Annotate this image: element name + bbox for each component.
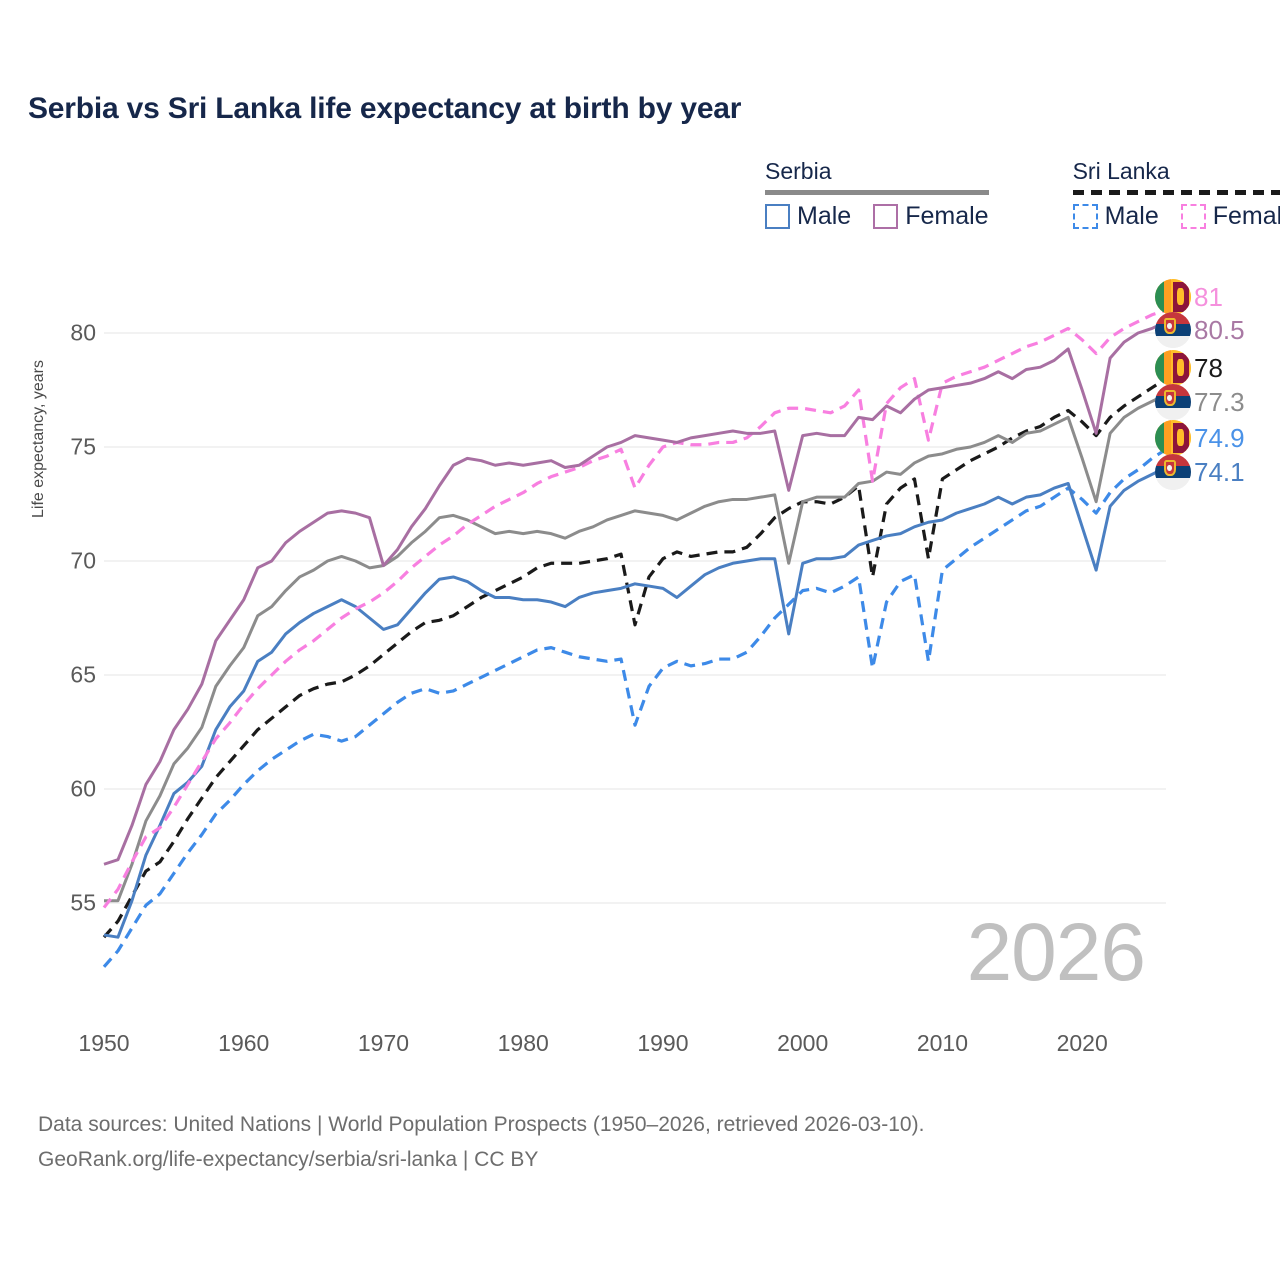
- footer: Data sources: United Nations | World Pop…: [38, 1108, 924, 1177]
- y-tick: 65: [0, 662, 96, 702]
- series-line-serbia-male: [103, 466, 1167, 939]
- end-label-serbia-77.3: 77.3: [1155, 384, 1245, 420]
- legend-items: Male Female: [1072, 202, 1280, 231]
- chart-legend: Serbia Male Female Sri Lanka Male Female: [760, 158, 1280, 231]
- end-label-value: 80.5: [1194, 314, 1245, 345]
- legend-items: Male Female: [765, 202, 989, 231]
- x-tick-label: 1990: [637, 1030, 689, 1056]
- x-tick-label: 1950: [78, 1030, 130, 1056]
- end-label-value: 78: [1194, 352, 1223, 383]
- legend-item-serbia-male[interactable]: Male: [765, 202, 851, 231]
- end-label-value: 81: [1194, 281, 1223, 312]
- end-label-serbia-80.5: 80.5: [1155, 312, 1245, 348]
- series-line-sri-lanka-both-sexes: [102, 377, 1167, 939]
- year-watermark: 2026: [966, 907, 1146, 998]
- legend-line-style-solid: [765, 190, 989, 195]
- x-tick-label: 1970: [357, 1030, 410, 1056]
- x-tick-label: 2000: [777, 1030, 829, 1056]
- legend-country-name: Serbia: [765, 158, 832, 184]
- footer-line-2: GeoRank.org/life-expectancy/serbia/sri-l…: [38, 1147, 539, 1171]
- y-tick-label: 60: [70, 775, 96, 802]
- y-tick: 60: [0, 776, 96, 816]
- x-tick-label: 1960: [218, 1030, 270, 1056]
- series-line-sri-lanka-male: [102, 447, 1167, 968]
- y-tick-label: 70: [70, 547, 96, 574]
- legend-item-label: Female: [905, 202, 989, 230]
- legend-line-style-dashed: [1072, 190, 1280, 195]
- legend-item-label: Male: [797, 202, 852, 230]
- end-label-sri-lanka-81: 81: [1155, 279, 1223, 315]
- series-line-sri-lanka-female: [102, 308, 1167, 909]
- serbia-flag-icon: [1155, 454, 1191, 490]
- x-tick-label: 2020: [1056, 1030, 1108, 1056]
- serbia-flag-icon: [1155, 384, 1191, 420]
- y-tick-label: 65: [70, 661, 96, 688]
- end-label-sri-lanka-74.9: 74.9: [1155, 420, 1245, 456]
- end-label-value: 77.3: [1194, 386, 1245, 417]
- end-label-sri-lanka-78: 78: [1155, 350, 1223, 386]
- legend-item-sri-lanka-male[interactable]: Male: [1072, 202, 1159, 231]
- y-tick: 70: [0, 548, 96, 588]
- legend-swatch-icon: [765, 204, 790, 229]
- y-tick-label: 80: [70, 319, 96, 346]
- page-title: Serbia vs Sri Lanka life expectancy at b…: [28, 92, 742, 125]
- legend-country-name: Sri Lanka: [1072, 158, 1170, 184]
- series-line-serbia-both-sexes: [104, 393, 1167, 903]
- series-end-labels: 81 80.5 78 77.3 74.9 74.1: [1155, 0, 1280, 1280]
- y-tick-label: 75: [70, 433, 96, 460]
- legend-group-sri-lanka: Sri Lanka Male Female: [1072, 158, 1280, 231]
- legend-item-label: Male: [1104, 202, 1159, 230]
- legend-swatch-icon: [1180, 204, 1206, 229]
- legend-swatch-icon: [873, 204, 899, 229]
- legend-item-serbia-female[interactable]: Female: [873, 202, 989, 231]
- legend-swatch-icon: [1072, 204, 1098, 229]
- footer-line-1: Data sources: United Nations | World Pop…: [38, 1113, 925, 1136]
- end-label-value: 74.1: [1194, 456, 1245, 487]
- legend-item-sri-lanka-female[interactable]: Female: [1180, 202, 1280, 231]
- x-tick-label: 2010: [916, 1030, 968, 1056]
- sri-lanka-flag-icon: [1155, 350, 1191, 386]
- legend-item-label: Female: [1212, 202, 1280, 230]
- series-line-serbia-female: [103, 320, 1167, 866]
- y-tick: 80: [0, 320, 96, 360]
- end-label-serbia-74.1: 74.1: [1155, 454, 1245, 490]
- sri-lanka-flag-icon: [1155, 279, 1191, 315]
- serbia-flag-icon: [1155, 312, 1191, 348]
- y-tick: 55: [0, 890, 96, 930]
- end-label-value: 74.9: [1194, 422, 1245, 453]
- sri-lanka-flag-icon: [1155, 420, 1191, 456]
- x-tick-label: 1980: [497, 1030, 549, 1056]
- legend-group-serbia: Serbia Male Female: [765, 158, 989, 231]
- y-tick: 75: [0, 434, 96, 474]
- y-tick-label: 55: [70, 889, 96, 916]
